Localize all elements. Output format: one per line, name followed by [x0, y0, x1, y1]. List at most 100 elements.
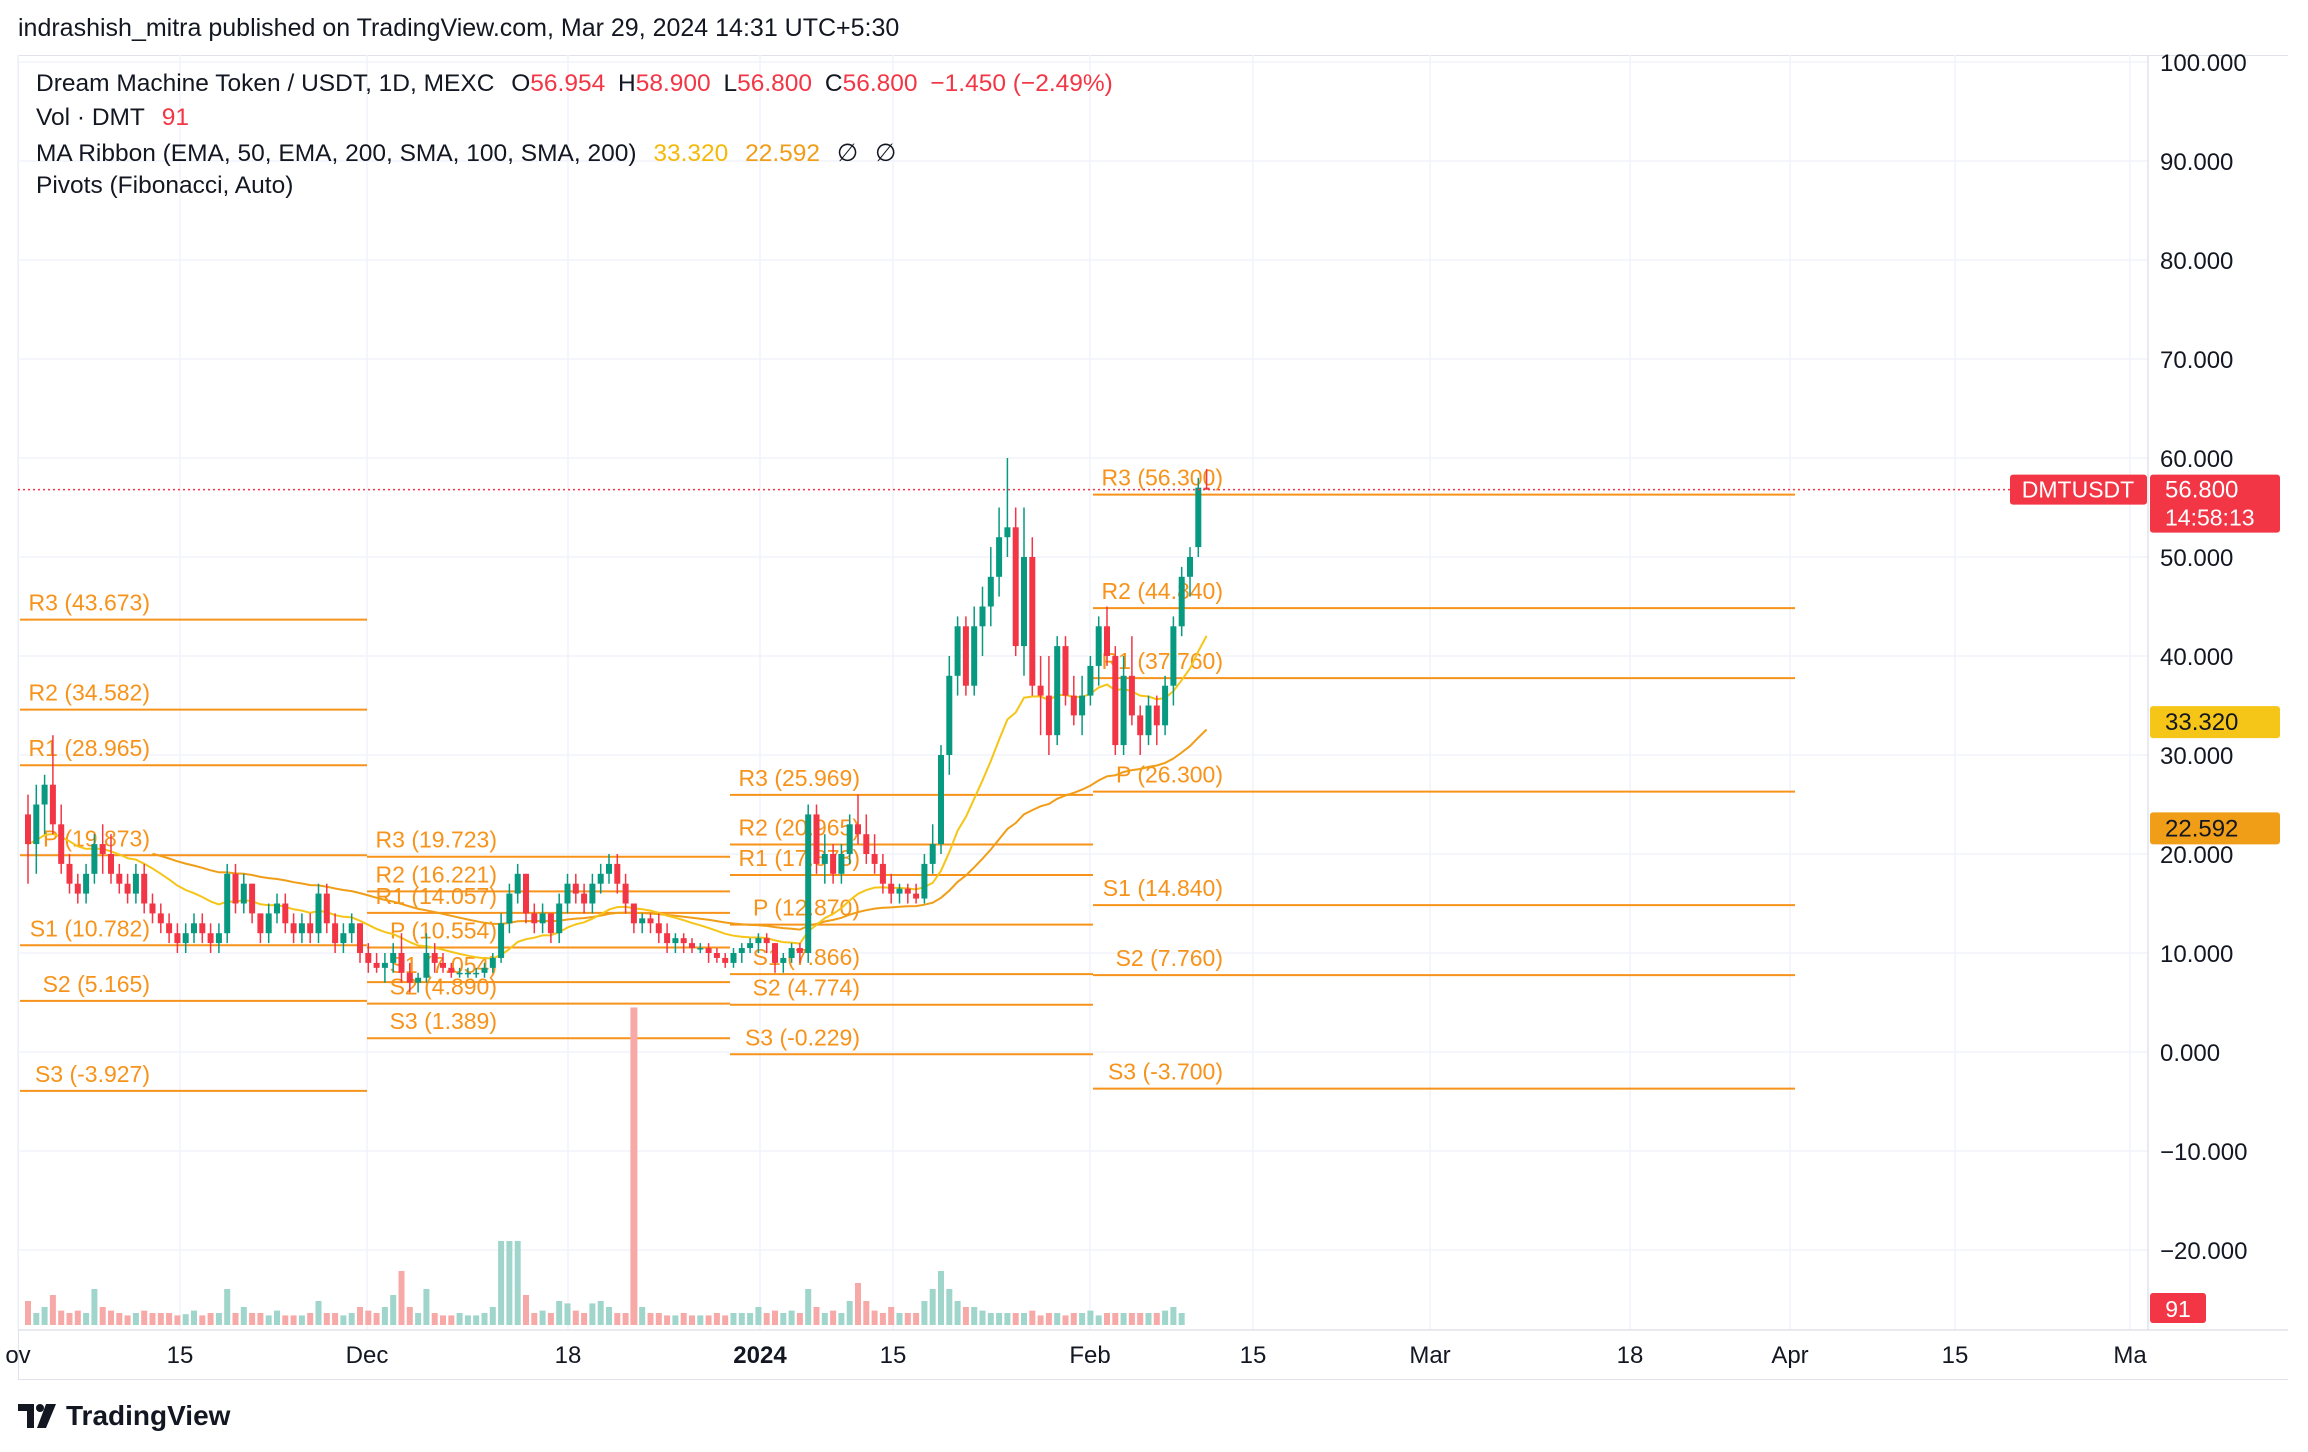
volume-bar	[58, 1310, 65, 1325]
volume-bar	[489, 1307, 496, 1325]
volume-bar	[805, 1289, 812, 1325]
volume-bar	[365, 1310, 372, 1325]
x-tick-label: Dec	[346, 1342, 389, 1369]
candle-body	[481, 967, 488, 973]
volume-bar	[979, 1310, 986, 1325]
pivot-level-label: R1 (37.760)	[1102, 648, 1223, 674]
candle-body	[282, 903, 289, 924]
volume-bar	[821, 1313, 828, 1325]
volume-bar	[191, 1310, 197, 1325]
candle-body	[755, 938, 762, 944]
symbol-badge	[2010, 474, 2147, 505]
candle-body	[1054, 646, 1061, 736]
volume-bar	[1178, 1313, 1185, 1325]
volume-bar	[863, 1301, 870, 1325]
candle-body	[157, 913, 164, 924]
pivot-level-label: S1 (10.782)	[30, 915, 150, 941]
volume-bar	[398, 1271, 405, 1325]
ohlc-close: C56.800	[824, 70, 918, 97]
candle-body	[838, 854, 845, 874]
y-tick-label: −20.000	[2160, 1238, 2247, 1265]
volume-bar	[249, 1313, 256, 1325]
candle-body	[896, 888, 903, 894]
pivot-level-label: S3 (1.389)	[390, 1008, 497, 1034]
y-tick-label: 80.000	[2160, 248, 2233, 275]
volume-value: 91	[161, 104, 189, 131]
candle-body	[108, 854, 114, 874]
candle-body	[489, 957, 496, 968]
volume-bar	[946, 1289, 953, 1325]
candle-body	[1079, 695, 1086, 716]
candle-body	[141, 873, 148, 904]
candle-body	[166, 923, 173, 934]
ma-value-sma200: ∅	[874, 140, 897, 167]
ohlc-high: H58.900	[618, 70, 711, 97]
pivot-level-label: S2 (4.774)	[753, 975, 860, 1001]
volume-bar	[1021, 1313, 1027, 1325]
candle-body	[415, 977, 422, 983]
symbol-legend: Dream Machine Token / USDT, 1D, MEXC O56…	[36, 70, 1123, 98]
candle-body	[191, 923, 197, 934]
volume-bar	[323, 1313, 330, 1325]
candle-body	[830, 854, 837, 874]
candle-body	[74, 883, 81, 894]
volume-bar	[199, 1315, 206, 1325]
volume-bar	[240, 1307, 247, 1325]
candle-body	[531, 913, 538, 924]
volume-bar	[755, 1307, 762, 1325]
volume-bar	[996, 1313, 1003, 1325]
volume-bar	[556, 1301, 563, 1325]
candle-body	[423, 953, 430, 978]
volume-bar	[182, 1314, 189, 1325]
volume-bar	[772, 1310, 778, 1325]
candle-body	[954, 626, 961, 676]
volume-bar	[796, 1313, 803, 1325]
candle-body	[265, 913, 272, 934]
volume-bar	[257, 1313, 264, 1325]
volume-bar	[41, 1307, 48, 1325]
candle-body	[821, 854, 828, 864]
pivot-level-label: R2 (20.965)	[739, 814, 860, 840]
volume-bar	[1004, 1313, 1011, 1325]
volume-bar	[514, 1241, 521, 1325]
volume-bar	[1079, 1313, 1086, 1325]
candle-body	[1170, 626, 1177, 686]
candle-body	[888, 883, 895, 894]
volume-bar	[207, 1313, 214, 1325]
volume-bar	[74, 1310, 81, 1325]
volume-label: Vol · DMT	[36, 104, 145, 131]
volume-bar	[25, 1301, 31, 1325]
candle-body	[249, 883, 256, 914]
volume-bar	[464, 1315, 471, 1325]
candle-body	[257, 913, 264, 934]
ma-ribbon-label: MA Ribbon (EMA, 50, EMA, 200, SMA, 100, …	[36, 140, 637, 167]
volume-bar	[705, 1315, 712, 1325]
candle-body	[879, 863, 886, 884]
pivot-level-label: S2 (4.890)	[390, 974, 497, 1000]
x-tick-label: ov	[5, 1342, 30, 1369]
volume-bar	[149, 1313, 156, 1325]
candle-body	[971, 626, 978, 686]
volume-bar	[406, 1307, 413, 1325]
volume-bar	[157, 1313, 164, 1325]
candle-body	[713, 953, 720, 958]
volume-bar	[423, 1289, 430, 1325]
volume-bar	[780, 1313, 787, 1325]
y-tick-label: 60.000	[2160, 446, 2233, 473]
volume-bar	[938, 1271, 944, 1325]
pivots-legend: Pivots (Fibonacci, Auto)	[36, 172, 303, 200]
volume-badge	[2150, 1293, 2206, 1323]
volume-bar	[340, 1315, 347, 1325]
volume-bar	[66, 1313, 73, 1325]
volume-bar	[215, 1313, 222, 1325]
candle-body	[365, 953, 372, 963]
candle-body	[1162, 685, 1169, 726]
candle-body	[1062, 646, 1069, 696]
volume-bar	[282, 1315, 289, 1325]
pivot-level-label: R1 (14.057)	[376, 883, 497, 909]
candle-body	[215, 933, 222, 944]
candle-body	[373, 962, 380, 968]
volume-bar	[1137, 1313, 1144, 1325]
volume-bar	[987, 1313, 994, 1325]
